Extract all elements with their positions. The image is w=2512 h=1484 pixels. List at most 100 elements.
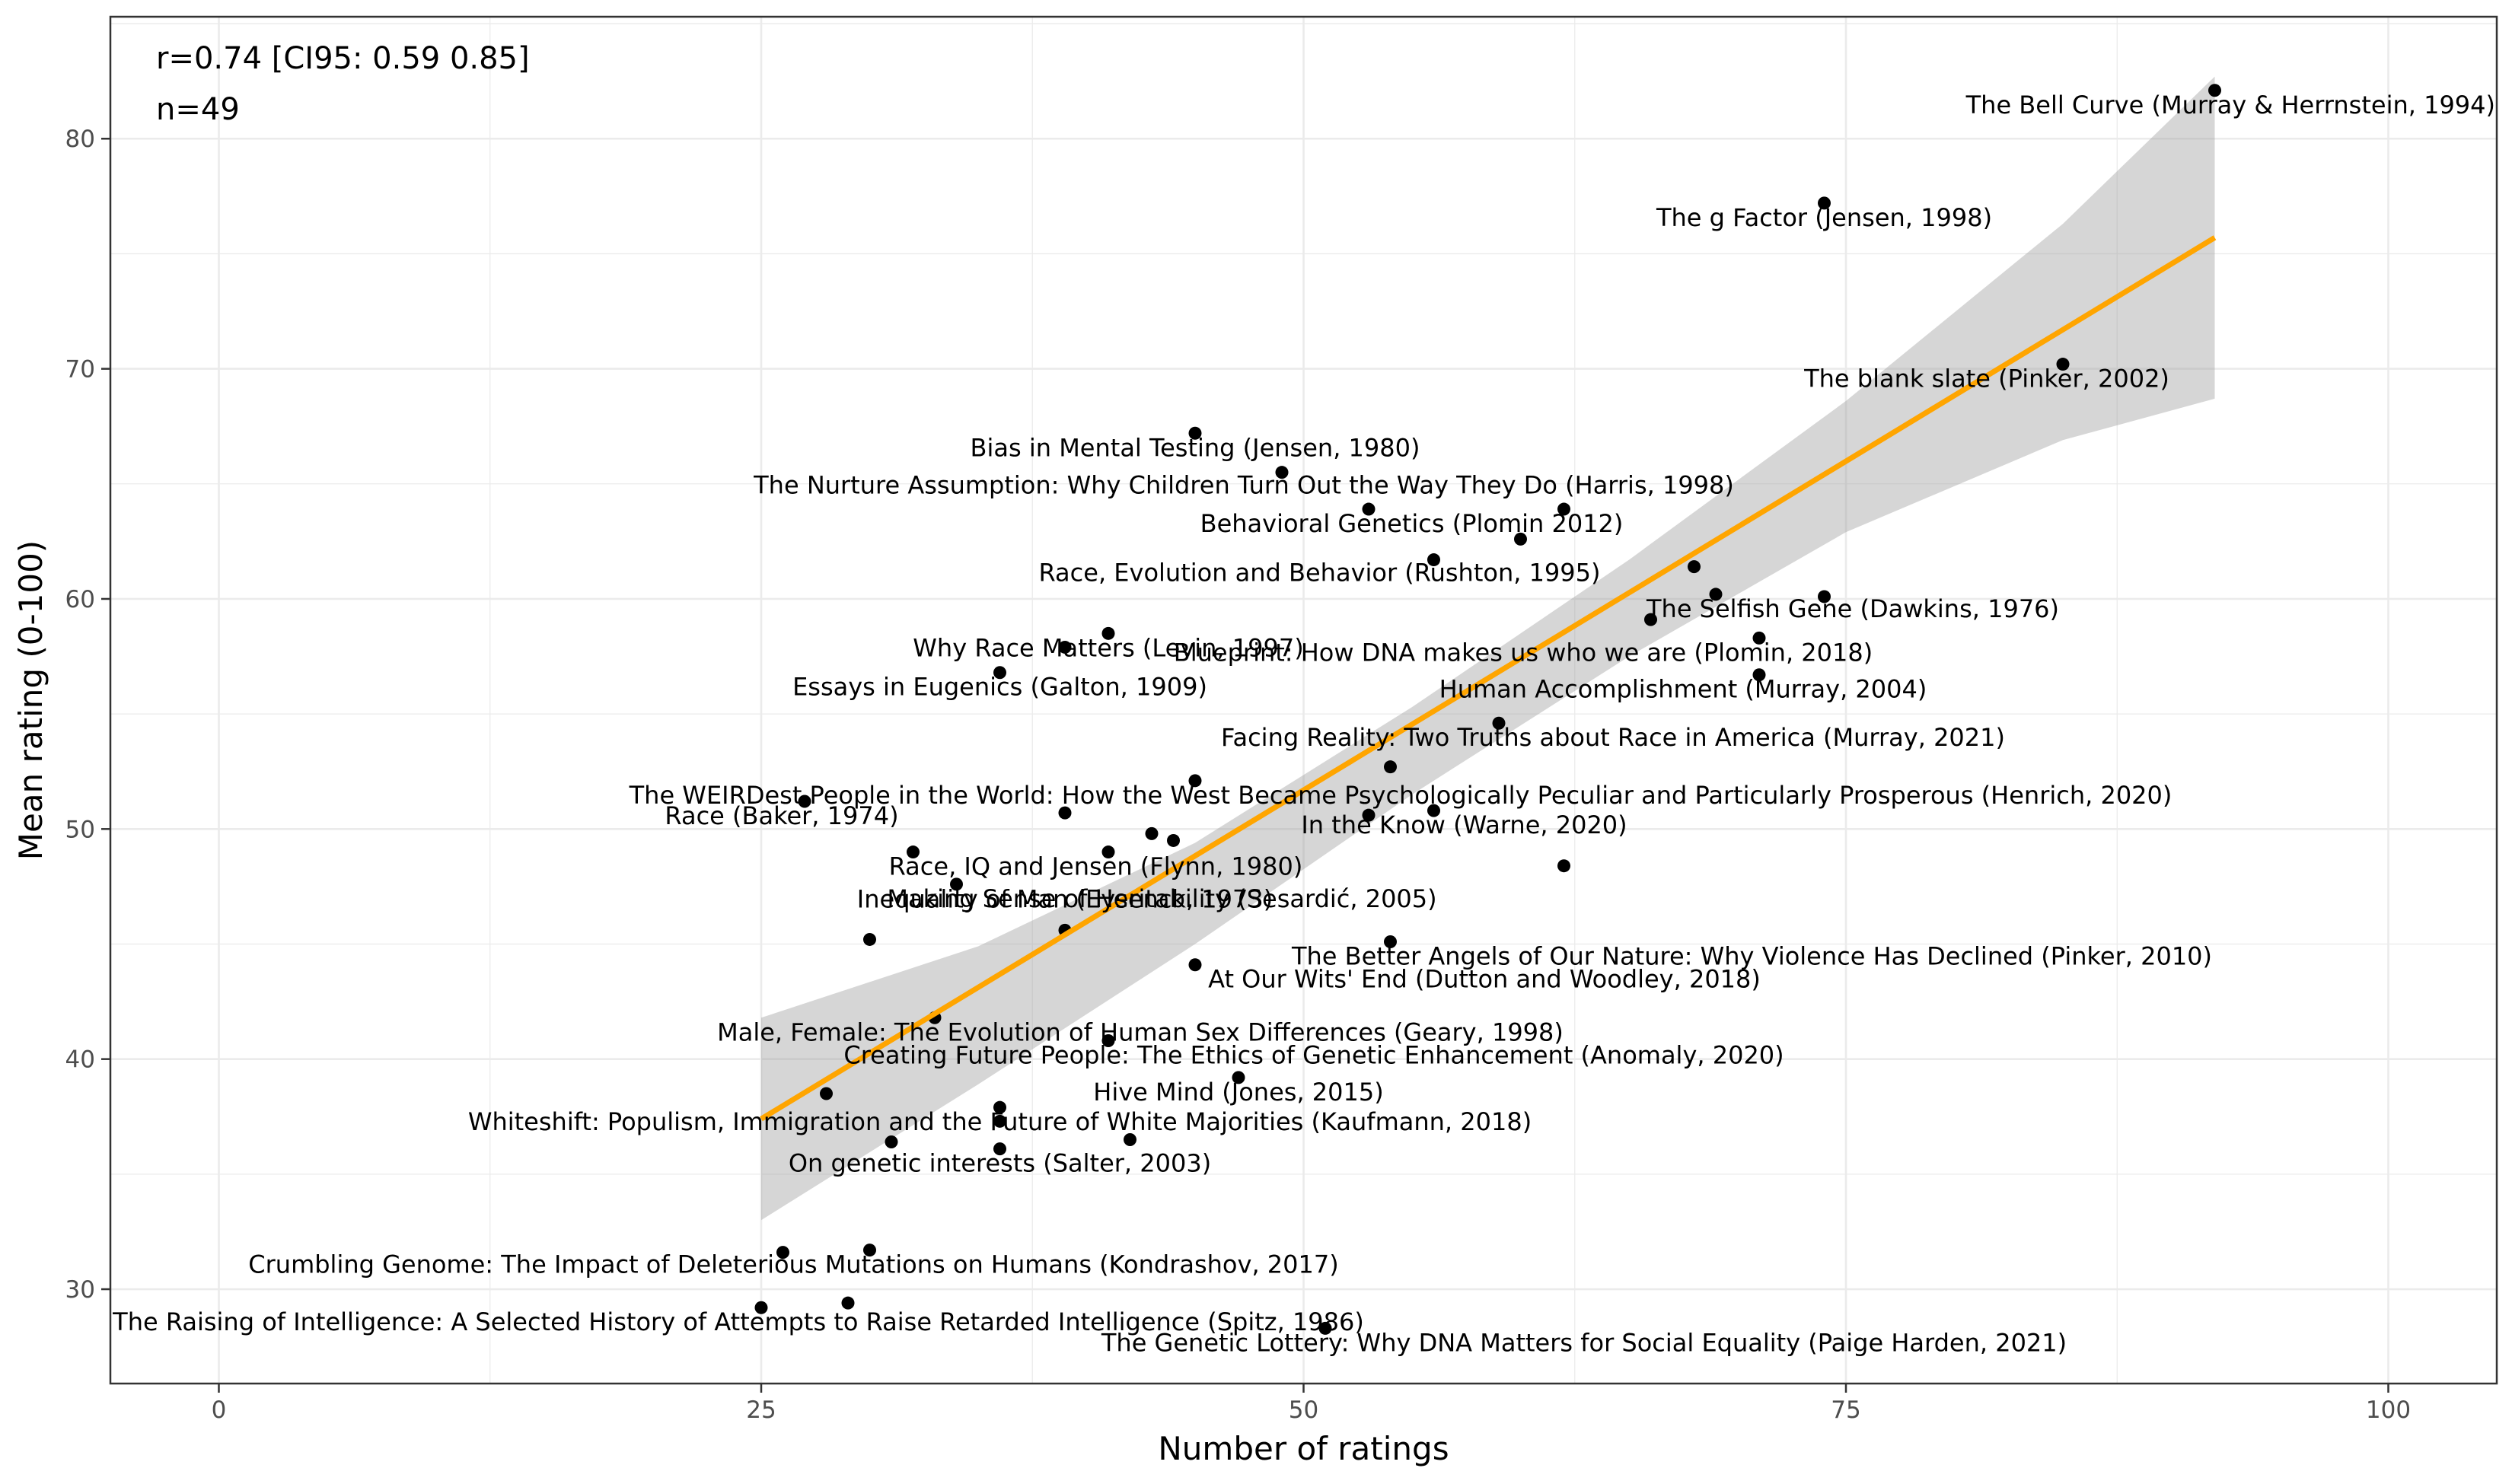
- data-point: [1818, 590, 1831, 603]
- point-label: The Selfish Gene (Dawkins, 1976): [1646, 594, 2059, 623]
- data-point: [1188, 426, 1202, 440]
- point-label: In the Know (Warne, 2020): [1301, 810, 1627, 839]
- data-point: [1514, 532, 1527, 546]
- point-label: The Bell Curve (Murray & Herrnstein, 199…: [1965, 91, 2495, 119]
- y-tick-label: 30: [65, 1276, 95, 1304]
- data-point: [1427, 804, 1440, 817]
- stats-annotation: n=49: [156, 92, 240, 127]
- data-point: [2208, 84, 2221, 97]
- data-point: [776, 1246, 789, 1259]
- data-point: [1101, 626, 1115, 640]
- point-label: Race (Baker, 1974): [665, 801, 898, 830]
- y-tick-label: 50: [65, 816, 95, 843]
- y-tick-label: 40: [65, 1046, 95, 1074]
- point-label: Bias in Mental Testing (Jensen, 1980): [971, 433, 1420, 462]
- point-label: The Raising of Intelligence: A Selected …: [112, 1307, 1364, 1336]
- data-point: [1188, 774, 1202, 788]
- data-point: [1275, 466, 1289, 479]
- point-label: Race, Evolution and Behavior (Rushton, 1…: [1039, 559, 1601, 588]
- point-label: The Better Angels of Our Nature: Why Vio…: [1291, 941, 2212, 970]
- x-tick-label: 25: [746, 1396, 776, 1424]
- data-point: [1101, 1033, 1115, 1047]
- y-axis-title: Mean rating (0-100): [12, 540, 49, 860]
- stats-annotation: r=0.74 [CI95: 0.59 0.85]: [156, 41, 530, 76]
- y-tick-label: 80: [65, 126, 95, 153]
- data-point: [841, 1296, 855, 1310]
- y-tick-label: 70: [65, 356, 95, 384]
- data-point: [1318, 1321, 1332, 1335]
- ci95-band: [761, 76, 2215, 1221]
- confidence-band: [761, 76, 2215, 1221]
- data-point: [1058, 806, 1072, 820]
- point-label: Creating Future People: The Ethics of Ge…: [843, 1040, 1784, 1069]
- stats-annotations: r=0.74 [CI95: 0.59 0.85] n=49: [156, 41, 530, 127]
- point-label: At Our Wits' End (Dutton and Woodley, 20…: [1208, 965, 1761, 994]
- data-point: [1644, 613, 1657, 626]
- point-label: Essays in Eugenics (Galton, 1909): [792, 673, 1207, 702]
- data-point: [1427, 553, 1440, 567]
- data-point: [1557, 859, 1570, 873]
- x-axis-ticks: 0 25 50 75 100: [212, 1384, 2411, 1424]
- data-point: [1124, 1133, 1136, 1147]
- point-label: Race, IQ and Jensen (Flynn, 1980): [889, 852, 1303, 881]
- data-point: [863, 932, 876, 946]
- point-label: The Genetic Lottery: Why DNA Matters for…: [1101, 1328, 2067, 1357]
- data-point: [1557, 502, 1570, 516]
- data-point: [1752, 631, 1766, 645]
- point-label: The blank slate (Pinker, 2002): [1803, 365, 2169, 393]
- data-point: [993, 666, 1006, 680]
- point-label: On genetic interests (Salter, 2003): [789, 1149, 1211, 1178]
- point-label: Hive Mind (Jones, 2015): [1093, 1078, 1383, 1107]
- data-point: [1101, 845, 1115, 859]
- regression-line: [760, 235, 2217, 1122]
- x-axis-title: Number of ratings: [1158, 1430, 1449, 1467]
- data-point: [1362, 808, 1376, 822]
- point-label: Inequality of Man (Eysenck, 1973): [857, 884, 1273, 913]
- data-point: [907, 845, 920, 859]
- y-tick-label: 60: [65, 586, 95, 613]
- data-point: [993, 1142, 1006, 1156]
- data-point: [993, 1114, 1006, 1128]
- point-label: The g Factor (Jensen, 1998): [1656, 203, 1992, 232]
- data-point: [1492, 716, 1506, 730]
- point-label: The WEIRDest People in the World: How th…: [629, 781, 2172, 810]
- point-label: Why Race Matters (Levin, 1997): [913, 633, 1303, 662]
- point-label: Making Sense of Heritability (Sesardić, …: [887, 884, 1436, 913]
- data-point: [2056, 358, 2070, 371]
- point-labels: The Bell Curve (Murray & Herrnstein, 199…: [112, 91, 2495, 1358]
- data-point: [1058, 640, 1072, 654]
- data-point: [885, 1135, 898, 1149]
- x-tick-label: 100: [2366, 1396, 2411, 1424]
- point-label: Facing Reality: Two Truths about Race in…: [1221, 723, 2005, 752]
- point-label: Crumbling Genome: The Impact of Deleteri…: [248, 1250, 1338, 1279]
- point-label: Blueprint: How DNA makes us who we are (…: [1174, 638, 1873, 667]
- data-point: [863, 1244, 876, 1257]
- x-tick-label: 0: [212, 1396, 227, 1424]
- data-point: [798, 795, 811, 808]
- fit-line: [760, 235, 2217, 1122]
- data-point: [820, 1087, 833, 1100]
- point-label: Male, Female: The Evolution of Human Sex…: [717, 1017, 1564, 1046]
- data-point: [950, 877, 963, 891]
- point-label: The Nurture Assumption: Why Children Tur…: [753, 471, 1734, 500]
- data-point: [1709, 588, 1723, 601]
- point-label: Human Accomplishment (Murray, 2004): [1439, 675, 1927, 704]
- gridlines: [110, 17, 2497, 1384]
- y-axis-ticks: 30 40 50 60 70 80: [65, 126, 110, 1304]
- x-tick-label: 50: [1289, 1396, 1318, 1424]
- data-point: [1818, 196, 1831, 210]
- data-point: [1232, 1071, 1245, 1084]
- data-point: [1145, 826, 1159, 840]
- point-label: Whiteshift: Populism, Immigration and th…: [468, 1107, 1532, 1136]
- data-point: [1167, 833, 1180, 847]
- point-label: Behavioral Genetics (Plomin 2012): [1200, 509, 1624, 538]
- data-point: [1752, 668, 1766, 682]
- data-point: [1384, 935, 1397, 948]
- data-point: [993, 1100, 1006, 1114]
- data-point: [754, 1301, 768, 1314]
- data-point: [1188, 958, 1202, 972]
- data-point: [1384, 760, 1397, 774]
- x-tick-label: 75: [1831, 1396, 1860, 1424]
- data-point: [1362, 502, 1376, 516]
